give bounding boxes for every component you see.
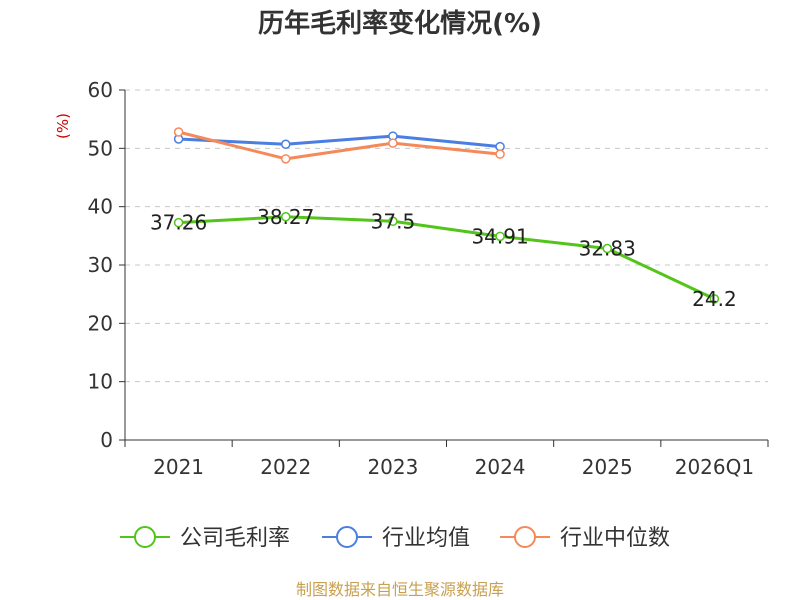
x-tick-label-2024: 2024 xyxy=(475,455,526,479)
legend[interactable]: 公司毛利率 行业均值 行业中位数 xyxy=(120,526,670,551)
data-label-2021: 37.26 xyxy=(150,211,207,235)
point-0-2022 xyxy=(281,212,291,222)
source-note: 制图数据来自恒生聚源数据库 xyxy=(296,580,504,599)
series-line-0 xyxy=(178,215,716,301)
point-0-2026Q1 xyxy=(709,294,720,304)
y-axis-unit: (%) xyxy=(54,113,72,139)
point-2-2023 xyxy=(388,138,398,148)
axes: 0 10 20 30 40 50 60 2021 2022 2023 2024 2025 2026Q1 xyxy=(88,78,769,479)
y-tick-label: 60 xyxy=(88,78,113,102)
data-label-2025: 32.83 xyxy=(579,236,636,260)
series-line-1 xyxy=(178,134,501,149)
legend-label: 行业均值 xyxy=(382,526,470,551)
legend-marker xyxy=(514,526,536,548)
chart-title: 历年毛利率变化情况(%) xyxy=(258,8,542,39)
data-label-2026Q1: 24.2 xyxy=(692,287,737,311)
legend-item-2[interactable]: 行业中位数 xyxy=(500,526,670,551)
legend-label: 行业中位数 xyxy=(560,526,670,551)
series-group: 37.26 38.27 37.5 34.91 32.83 24.2 xyxy=(150,127,737,311)
legend-item-0[interactable]: 公司毛利率 xyxy=(120,526,290,551)
legend-marker xyxy=(336,526,358,548)
legend-marker xyxy=(134,526,156,548)
x-tick-label-2021: 2021 xyxy=(153,455,204,479)
series-line-2 xyxy=(178,130,501,161)
x-tick-label-2026Q1: 2026Q1 xyxy=(675,455,754,479)
y-tick-label: 40 xyxy=(88,195,113,219)
point-0-2024 xyxy=(495,231,505,242)
x-tick-label-2025: 2025 xyxy=(582,455,633,479)
x-tick-label-2023: 2023 xyxy=(367,455,418,479)
point-0-2025 xyxy=(602,243,612,254)
y-tick-label: 50 xyxy=(88,136,113,160)
point-1-2022 xyxy=(281,139,291,149)
legend-label: 公司毛利率 xyxy=(180,526,290,551)
data-label-2022: 38.27 xyxy=(257,205,314,229)
point-2-2022 xyxy=(281,154,291,164)
point-2-2024 xyxy=(495,149,505,159)
legend-item-1[interactable]: 行业均值 xyxy=(322,526,470,551)
gridlines xyxy=(125,89,768,383)
point-0-2021 xyxy=(173,217,184,228)
y-tick-label: 0 xyxy=(100,428,113,452)
point-1-2024 xyxy=(495,141,505,152)
y-tick-label: 10 xyxy=(88,370,113,394)
data-label-2023: 37.5 xyxy=(371,209,416,233)
data-label-2024: 34.91 xyxy=(471,224,528,248)
point-2-2021 xyxy=(173,127,184,137)
point-0-2023 xyxy=(388,216,398,226)
x-tick-label-2022: 2022 xyxy=(260,455,311,479)
y-tick-label: 30 xyxy=(88,253,113,277)
y-tick-label: 20 xyxy=(88,311,113,335)
